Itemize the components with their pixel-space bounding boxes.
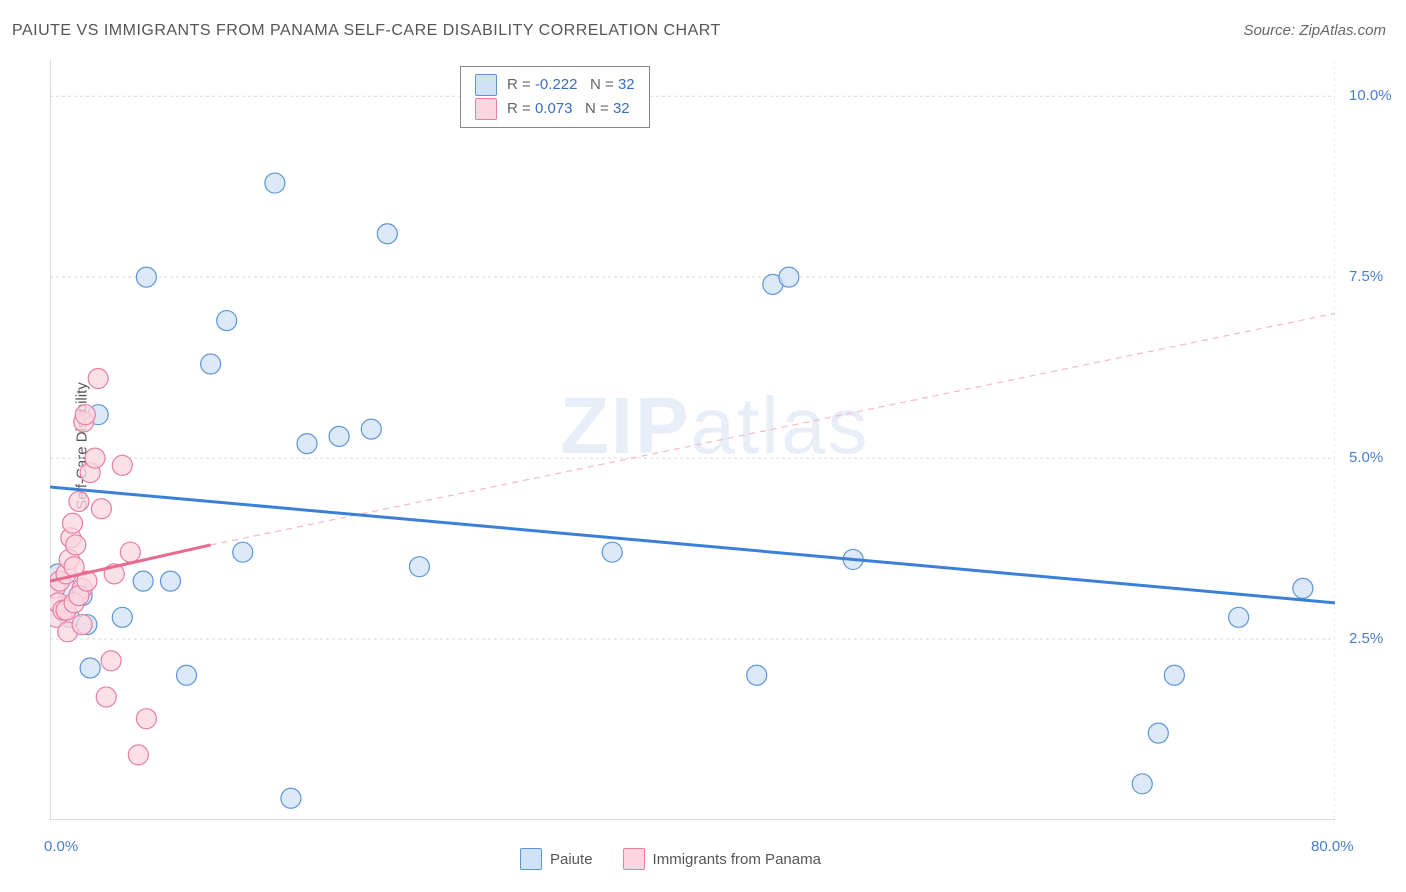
data-point [409,557,429,577]
data-point [1164,665,1184,685]
legend-stats: R = -0.222 N = 32 [507,73,635,97]
x-tick-label-max: 80.0% [1311,838,1354,855]
data-point [69,492,89,512]
data-point [112,455,132,475]
legend-row: R = 0.073 N = 32 [475,97,635,121]
chart-container: PAIUTE VS IMMIGRANTS FROM PANAMA SELF-CA… [0,0,1406,892]
legend-swatch [475,74,497,96]
data-point [160,571,180,591]
data-point [62,513,82,533]
legend-item: Paiute [520,848,593,870]
data-point [217,311,237,331]
data-point [101,651,121,671]
data-point [72,615,92,635]
data-point [136,267,156,287]
data-point [1293,578,1313,598]
data-point [96,687,116,707]
scatter-plot [50,60,1335,820]
data-point [112,607,132,627]
data-point [136,709,156,729]
x-tick-label-min: 0.0% [44,838,78,855]
data-point [747,665,767,685]
y-tick-label: 10.0% [1349,87,1392,104]
legend-item: Immigrants from Panama [623,848,821,870]
data-point [297,434,317,454]
data-point [281,788,301,808]
y-tick-label: 5.0% [1349,449,1383,466]
correlation-legend: R = -0.222 N = 32R = 0.073 N = 32 [460,66,650,128]
data-point [128,745,148,765]
data-point [66,535,86,555]
data-point [602,542,622,562]
data-point [91,499,111,519]
data-point [1229,607,1249,627]
chart-title: PAIUTE VS IMMIGRANTS FROM PANAMA SELF-CA… [12,22,721,40]
data-point [265,173,285,193]
legend-stats: R = 0.073 N = 32 [507,97,630,121]
data-point [233,542,253,562]
data-point [201,354,221,374]
legend-swatch [475,98,497,120]
data-point [361,419,381,439]
series-legend: Paiute Immigrants from Panama [520,848,821,870]
data-point [177,665,197,685]
legend-label: Paiute [550,851,593,868]
legend-label: Immigrants from Panama [653,851,821,868]
data-point [75,405,95,425]
data-point [133,571,153,591]
data-point [329,426,349,446]
data-point [1132,774,1152,794]
legend-row: R = -0.222 N = 32 [475,73,635,97]
y-tick-label: 7.5% [1349,268,1383,285]
source-attribution: Source: ZipAtlas.com [1243,22,1386,39]
data-point [120,542,140,562]
legend-swatch [623,848,645,870]
data-point [88,368,108,388]
data-point [1148,723,1168,743]
y-tick-label: 2.5% [1349,630,1383,647]
data-point [80,658,100,678]
data-point [85,448,105,468]
legend-swatch [520,848,542,870]
data-point [377,224,397,244]
data-point [779,267,799,287]
